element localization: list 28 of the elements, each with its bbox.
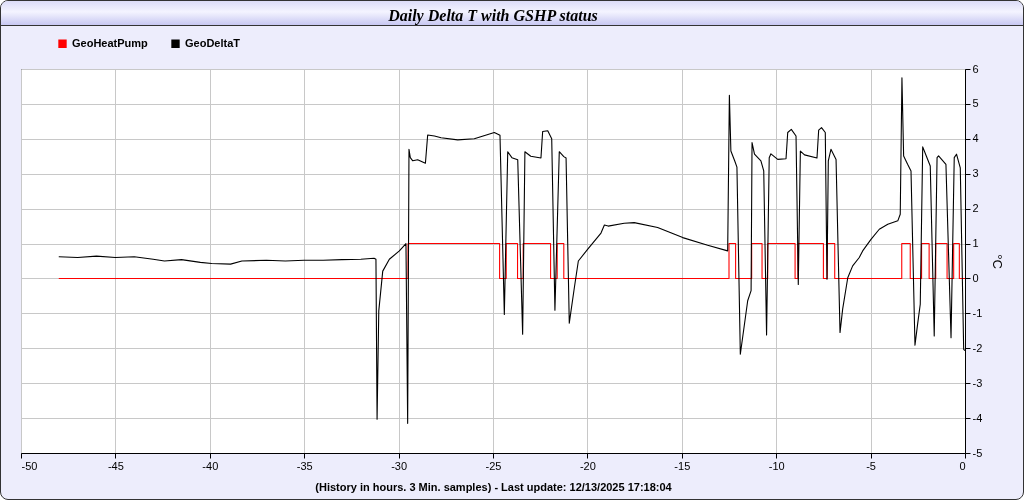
x-tick-label: -30 xyxy=(391,459,408,472)
x-tick-label: -5 xyxy=(866,459,876,472)
legend-label: GeoDeltaT xyxy=(185,36,241,49)
y-tick-label: 3 xyxy=(972,167,979,180)
y-axis-title: °C xyxy=(990,254,1006,269)
x-tick-label: -15 xyxy=(674,459,691,472)
x-tick-label: -50 xyxy=(21,459,38,472)
x-tick-label: -45 xyxy=(107,459,124,472)
y-tick-label: -2 xyxy=(972,341,983,354)
y-tick-label: -4 xyxy=(972,411,983,424)
x-tick-label: -20 xyxy=(579,459,596,472)
y-tick-label: 2 xyxy=(972,202,979,215)
y-tick-label: -1 xyxy=(972,306,983,319)
y-tick-label: 1 xyxy=(972,237,979,250)
x-tick-label: -10 xyxy=(768,459,785,472)
y-tick-label: 4 xyxy=(972,132,979,145)
y-tick-label: -5 xyxy=(972,446,983,459)
x-tick-label: 0 xyxy=(959,459,966,472)
legend-label: GeoHeatPump xyxy=(72,36,149,49)
x-tick-label: -25 xyxy=(485,459,502,472)
chart-title: Daily Delta T with GSHP status xyxy=(387,7,598,25)
x-tick-label: -35 xyxy=(296,459,313,472)
y-tick-label: 6 xyxy=(972,62,979,75)
x-tick-label: -40 xyxy=(202,459,219,472)
y-tick-label: 0 xyxy=(972,271,979,284)
x-axis-title: (History in hours. 3 Min. samples) - Last update: 12/13/2025 17:18:04 xyxy=(315,480,673,493)
y-tick-label: 5 xyxy=(972,97,979,110)
y-tick-label: -3 xyxy=(972,376,983,389)
